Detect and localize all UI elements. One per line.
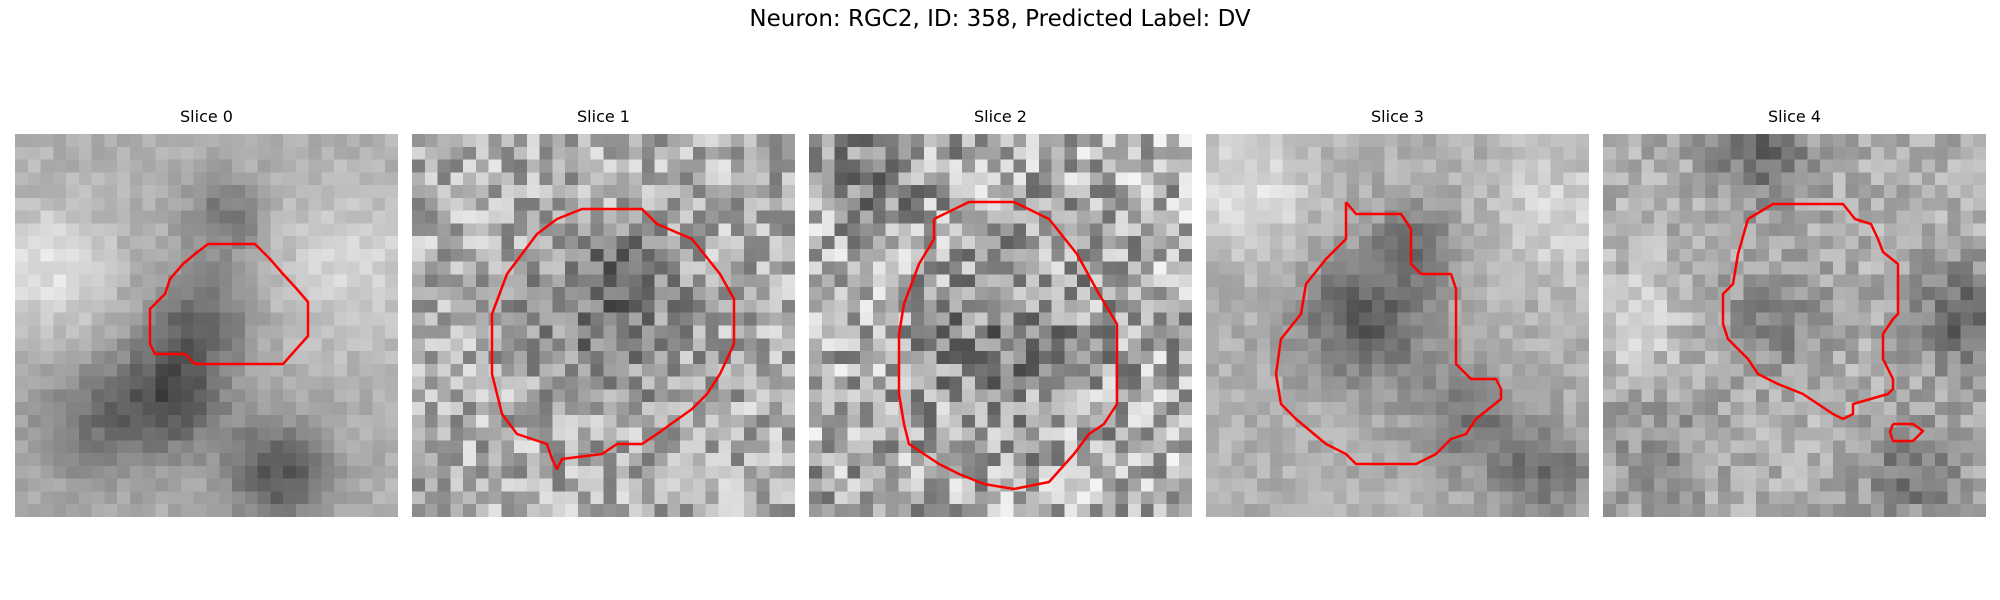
roi-contour-2 — [897, 200, 1119, 491]
contour-overlay-1 — [490, 207, 736, 471]
roi-contour-4-fragment — [1888, 422, 1925, 443]
slice-title-2: Slice 2 — [974, 107, 1027, 126]
slice-title-1: Slice 1 — [577, 107, 630, 126]
slice-title-3: Slice 3 — [1371, 107, 1424, 126]
slice-image-0 — [15, 134, 398, 517]
roi-contour-4 — [1721, 202, 1900, 421]
contour-overlay-3 — [1274, 201, 1503, 466]
contour-overlay-2 — [897, 200, 1119, 491]
roi-contour-3 — [1274, 201, 1503, 466]
contour-overlay-4 — [1721, 202, 1925, 443]
contour-overlay-0 — [148, 242, 310, 366]
slice-title-0: Slice 0 — [180, 107, 233, 126]
roi-contour-1 — [490, 207, 736, 471]
roi-contour-0 — [148, 242, 310, 366]
slice-image-3 — [1206, 134, 1589, 517]
slice-image-4 — [1603, 134, 1986, 517]
figure-title: Neuron: RGC2, ID: 358, Predicted Label: … — [749, 6, 1251, 32]
slice-image-2 — [809, 134, 1192, 517]
slice-title-4: Slice 4 — [1768, 107, 1821, 126]
